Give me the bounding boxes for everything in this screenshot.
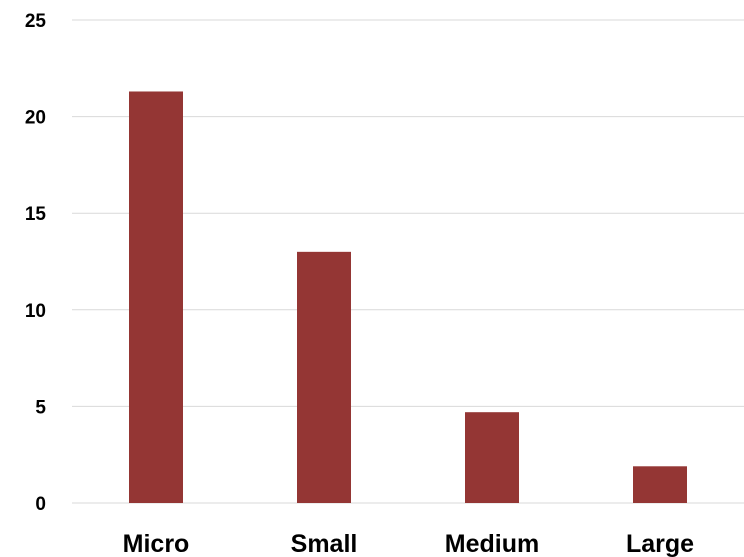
y-tick-label-15: 15	[25, 204, 47, 225]
bar-large	[633, 466, 687, 503]
x-tick-label-large: Large	[626, 530, 694, 557]
y-tick-label-25: 25	[25, 11, 47, 32]
y-tick-label-0: 0	[35, 494, 46, 515]
bar-medium	[465, 412, 519, 503]
x-axis-tick-labels: Micro Small Medium Large	[123, 530, 694, 557]
y-tick-label-5: 5	[35, 397, 46, 418]
bars	[129, 91, 687, 503]
x-tick-label-micro: Micro	[123, 530, 190, 557]
y-axis-tick-labels: 0 5 10 15 20 25	[25, 11, 47, 515]
y-tick-label-20: 20	[25, 108, 46, 129]
bar-small	[297, 252, 351, 503]
x-tick-label-small: Small	[291, 530, 358, 557]
bar-micro	[129, 91, 183, 503]
x-tick-label-medium: Medium	[445, 530, 539, 557]
y-tick-label-10: 10	[25, 301, 46, 322]
